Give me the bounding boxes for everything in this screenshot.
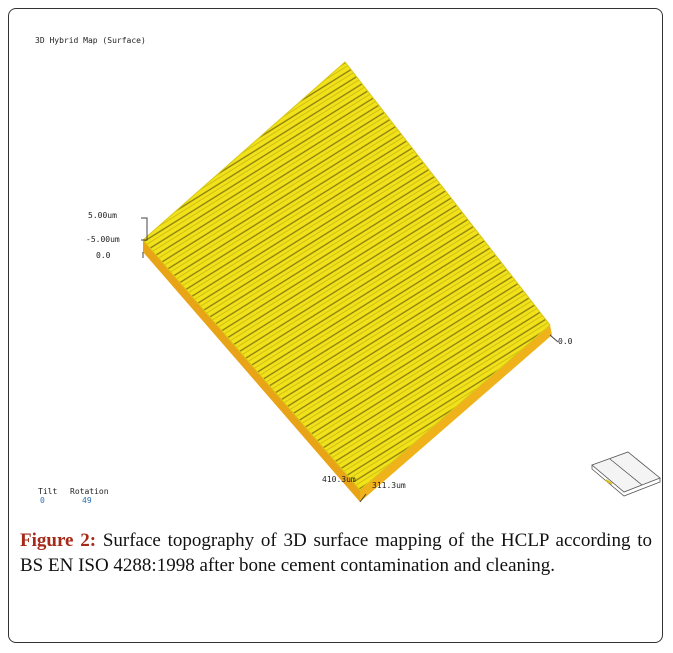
y-length-label: 311.3um bbox=[372, 481, 406, 490]
orientation-icon bbox=[592, 452, 660, 496]
rotation-label: Rotation bbox=[70, 487, 109, 496]
caption-label: Figure 2: bbox=[20, 530, 96, 551]
surface bbox=[143, 62, 550, 490]
caption-text: Surface topography of 3D surface mapping… bbox=[20, 530, 652, 576]
z-label: 0.0 bbox=[96, 251, 111, 260]
tilt-value: 0 bbox=[40, 496, 45, 505]
x-length-label: 410.3um bbox=[322, 475, 356, 484]
z-label: -5.00um bbox=[86, 235, 120, 244]
z-label: 5.00um bbox=[88, 211, 117, 220]
surface-map: 3D Hybrid Map (Surface) 5.00um -5.00um 0… bbox=[0, 0, 673, 520]
x-end-label: 0.0 bbox=[558, 337, 573, 346]
caption: Figure 2: Surface topography of 3D surfa… bbox=[20, 528, 652, 578]
image-title: 3D Hybrid Map (Surface) bbox=[35, 36, 146, 45]
rotation-value: 49 bbox=[82, 496, 92, 505]
tilt-label: Tilt bbox=[38, 487, 57, 496]
